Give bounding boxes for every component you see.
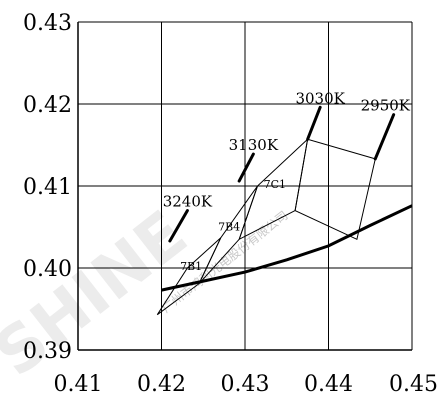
y-tick-label: 0.39 — [23, 339, 72, 364]
annotation-labels: 7B1 7B4 7C1 3240K 3130K 3030K 2950K — [163, 89, 411, 273]
planckian-locus — [161, 204, 413, 292]
cct-line — [306, 105, 322, 141]
cct-label: 3240K — [163, 193, 213, 211]
cct-label: 3130K — [229, 136, 279, 154]
planckian-locus-line — [161, 204, 413, 292]
x-tick-label: 0.45 — [389, 372, 438, 396]
cct-lines — [168, 105, 396, 243]
grid — [77, 21, 413, 351]
y-tick-label: 0.40 — [23, 257, 72, 282]
bin-label: 7B4 — [218, 221, 240, 234]
cct-label: 2950K — [361, 97, 411, 115]
bin-quadrangle — [294, 138, 376, 241]
x-tick-label: 0.41 — [54, 372, 103, 396]
tick-labels: 0.41 0.42 0.43 0.44 0.45 0.39 0.40 0.41 0.42 0.43 — [23, 11, 438, 396]
y-tick-label: 0.41 — [23, 175, 72, 200]
bin-label: 7C1 — [264, 178, 286, 191]
x-tick-label: 0.43 — [221, 372, 270, 396]
bin-label: 7B1 — [180, 260, 202, 273]
x-tick-label: 0.44 — [304, 372, 353, 396]
x-tick-label: 0.42 — [137, 372, 186, 396]
cct-line — [168, 209, 189, 243]
cct-label: 3030K — [295, 89, 345, 107]
y-tick-label: 0.42 — [23, 93, 72, 118]
cct-line — [237, 152, 255, 183]
y-tick-label: 0.43 — [23, 11, 72, 36]
cct-line — [373, 113, 396, 161]
